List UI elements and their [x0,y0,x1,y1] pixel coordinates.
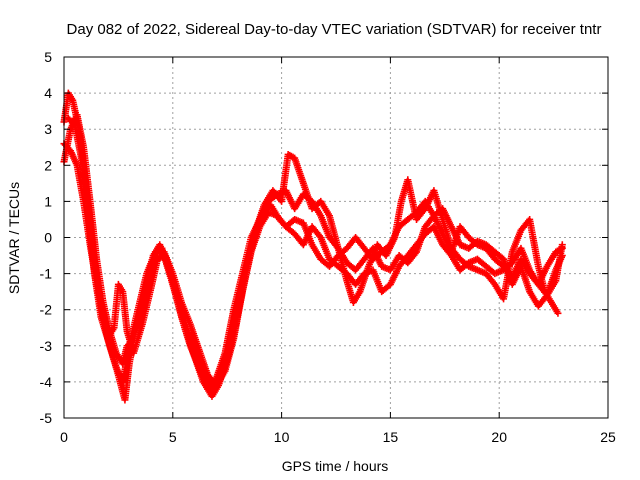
data-points [60,89,566,404]
y-axis-title: SDTVAR / TECUs [6,182,22,294]
x-tick-label: 25 [600,429,616,445]
x-tick-label: 10 [274,429,290,445]
y-tick-label: -4 [40,374,53,390]
y-tick-label: 1 [44,193,52,209]
y-tick-label: -5 [40,410,53,426]
plus-marker [558,244,566,252]
series-track-4 [64,114,566,393]
series-track-2 [60,140,566,400]
y-tick-label: 4 [44,85,52,101]
chart-title: Day 082 of 2022, Sidereal Day-to-day VTE… [67,21,602,38]
x-tick-label: 15 [383,429,399,445]
plus-marker [554,309,562,317]
x-tick-label: 5 [169,429,177,445]
plus-marker [558,252,566,260]
x-tick-label: 20 [491,429,507,445]
y-tick-label: -1 [40,266,53,282]
axis-ticks: 0 5 10 15 20 25 -5 -4 -3 -2 -1 0 1 2 3 4 5 [40,49,616,445]
x-tick-label: 0 [60,429,68,445]
y-tick-label: 5 [44,49,52,65]
y-tick-label: -2 [40,302,53,318]
y-tick-label: 0 [44,230,52,246]
y-tick-label: 3 [44,121,52,137]
y-tick-label: 2 [44,157,52,173]
y-tick-label: -3 [40,338,53,354]
x-axis-title: GPS time / hours [282,458,389,474]
